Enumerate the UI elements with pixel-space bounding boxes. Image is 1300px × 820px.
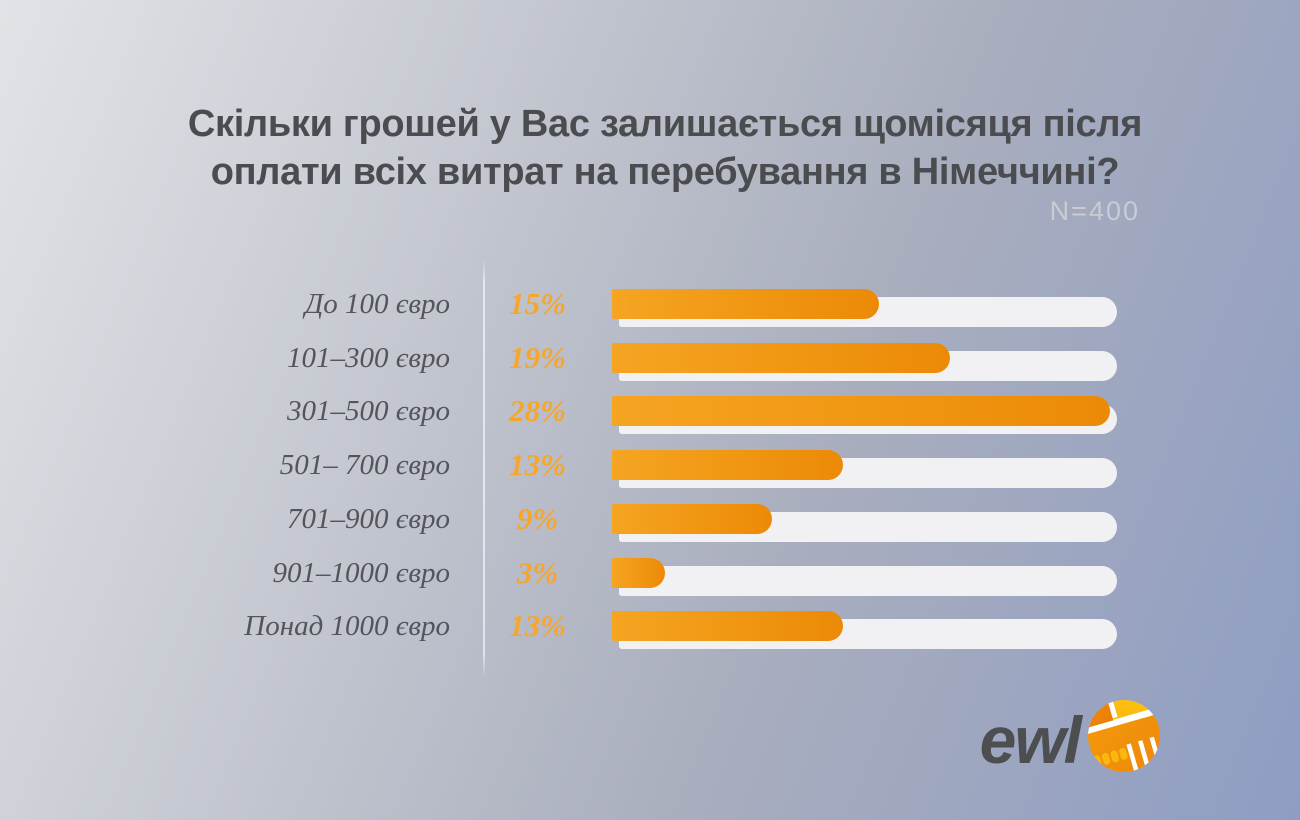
bar-fill: [612, 343, 950, 373]
row-label: Понад 1000 євро: [244, 610, 450, 642]
row-value: 19%: [509, 340, 566, 375]
bar-fill: [612, 289, 879, 319]
ewl-logo: ewl: [980, 698, 1162, 777]
handshake-icon: [1088, 700, 1160, 772]
chart-title: Скільки грошей у Вас залишається щомісяц…: [187, 103, 1143, 193]
row-value: 28%: [509, 393, 566, 428]
row-label: До 100 євро: [304, 288, 450, 320]
row-value: 9%: [516, 501, 559, 536]
row-value: 15%: [509, 286, 566, 321]
chart-row: 501– 700 євро 13%: [0, 447, 1300, 488]
chart-row: 901–1000 євро 3%: [0, 555, 1300, 596]
bar-fill: [612, 396, 1110, 426]
bar-fill: [612, 611, 843, 641]
row-value: 13%: [509, 608, 566, 643]
logo-text: ewl: [979, 703, 1082, 777]
chart-row: 301–500 євро 28%: [0, 393, 1300, 434]
chart-row: До 100 євро 15%: [0, 286, 1300, 327]
chart-row: Понад 1000 євро 13%: [0, 608, 1300, 649]
axis-divider: [483, 258, 485, 678]
row-value: 13%: [509, 447, 566, 482]
row-label: 101–300 євро: [287, 342, 450, 374]
row-label: 901–1000 євро: [272, 557, 450, 589]
row-label: 301–500 євро: [287, 395, 450, 427]
bar-fill: [612, 450, 843, 480]
row-value: 3%: [516, 555, 559, 590]
sample-size-label: N=400: [1049, 196, 1140, 226]
bar-fill: [612, 558, 665, 588]
chart-row: 701–900 євро 9%: [0, 501, 1300, 542]
bar-fill: [612, 504, 772, 534]
bar-track: [619, 566, 1117, 596]
chart-row: 101–300 євро 19%: [0, 340, 1300, 381]
row-label: 701–900 євро: [287, 503, 450, 535]
row-label: 501– 700 євро: [279, 449, 450, 481]
